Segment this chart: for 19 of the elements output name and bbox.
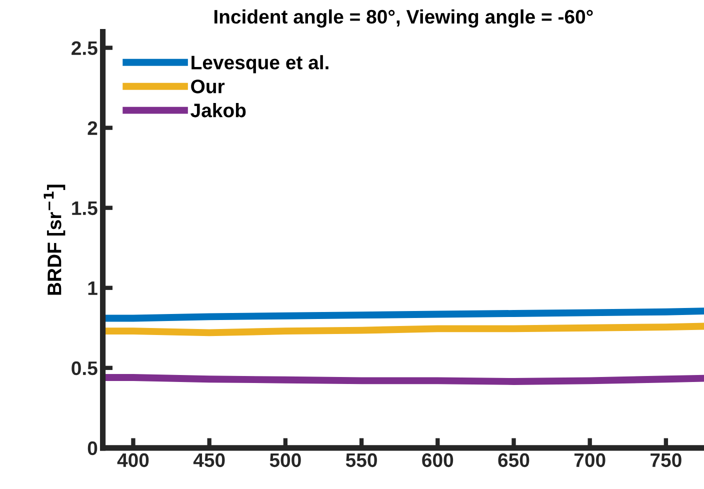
y-tick-label: 1.5: [72, 202, 98, 216]
x-tick-label: 550: [346, 453, 377, 468]
x-tick-label: 400: [117, 453, 149, 468]
legend-label: Our: [191, 80, 225, 94]
x-tick-label: 600: [422, 453, 454, 468]
y-tick-label: 0.5: [72, 361, 98, 376]
y-axis-title: BRDF [sr$^{−1}$]: [44, 184, 66, 295]
x-tick-label: 750: [650, 453, 682, 468]
legend-label: Levesque et al.: [192, 55, 328, 74]
x-tick-label: 700: [574, 453, 606, 468]
y-tick-label: 1: [88, 282, 98, 295]
y-tick-label: 2.5: [72, 41, 98, 56]
y-tick-label: 0: [88, 441, 98, 456]
x-tick-label: 450: [193, 453, 225, 468]
chart-title: Incident angle = 80°, Viewing angle = -60°: [214, 9, 593, 28]
legend-label: Jakob: [190, 103, 246, 118]
x-tick-label: 500: [270, 453, 301, 468]
y-tick-label: 2: [88, 121, 98, 135]
x-tick-label: 650: [498, 453, 530, 468]
